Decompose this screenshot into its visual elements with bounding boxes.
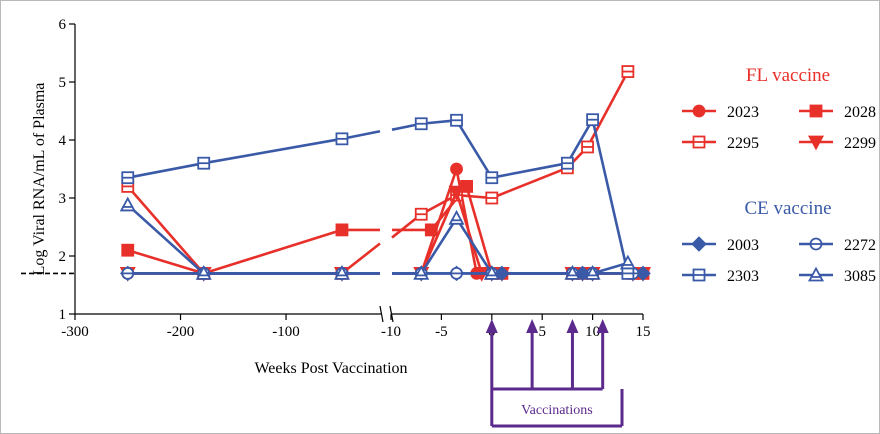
x-tick-label: 10	[585, 324, 600, 340]
series-line-2299	[420, 191, 458, 274]
legend-label-2028: 2028	[844, 104, 876, 121]
x-tick-label: -5	[435, 324, 448, 340]
series-line-3085	[455, 217, 493, 275]
series-line-3085	[420, 217, 458, 275]
series-3085	[119, 196, 636, 280]
legend-marker-2023	[692, 104, 706, 118]
legend-label-2295: 2295	[727, 135, 759, 152]
series-line-2303	[491, 161, 568, 179]
legend-label-3085: 3085	[844, 268, 876, 285]
x-tick-label: 15	[636, 324, 651, 340]
legend-label-2303: 2303	[727, 268, 759, 285]
series-2299	[119, 185, 652, 282]
y-tick-label: 3	[59, 191, 67, 207]
vaccination-arrowhead	[596, 319, 609, 333]
series-line-2028	[127, 248, 205, 275]
series-line-2295	[586, 70, 630, 148]
legend-marker-2003	[691, 236, 707, 252]
y-tick-label: 4	[59, 133, 67, 149]
series-line-2299	[455, 191, 483, 274]
series-line-2295	[491, 166, 568, 200]
legend-group-title: FL vaccine	[746, 65, 830, 86]
legend-label-2299: 2299	[844, 135, 876, 152]
legend-marker-2299	[807, 135, 825, 151]
y-tick-label: 5	[59, 75, 67, 91]
series-2303	[121, 113, 635, 280]
data-point-3085	[119, 196, 136, 212]
series-line-2303	[455, 119, 493, 179]
axis-break-mark	[379, 305, 384, 323]
data-point-2028	[335, 223, 349, 237]
y-tick-label: 6	[59, 17, 67, 33]
legend-label-2272: 2272	[844, 237, 876, 254]
x-tick-label: -300	[61, 324, 89, 340]
legend-label-2003: 2003	[727, 237, 759, 254]
data-point-3085	[448, 209, 465, 225]
x-tick-label: -10	[381, 324, 401, 340]
x-tick-label: -200	[167, 324, 195, 340]
legend: FL vaccine 2023 2028 2295 2299 CE vaccine 2003…	[682, 65, 876, 285]
vaccination-arrowhead	[485, 319, 498, 333]
y-tick-label: 2	[59, 249, 67, 265]
x-axis-title: Weeks Post Vaccination	[254, 360, 407, 377]
series-line-2303	[127, 161, 204, 179]
vaccination-arrowhead	[526, 319, 539, 333]
data-point-2299	[448, 185, 465, 201]
series-2295	[121, 65, 635, 280]
series-line-2303	[566, 119, 594, 164]
vaccination-label: Vaccinations	[521, 403, 593, 418]
x-tick-label: -100	[272, 324, 300, 340]
series-layer	[119, 65, 652, 282]
series-line-2303	[203, 137, 343, 165]
vaccination-arrowhead	[566, 319, 579, 333]
series-line-2303	[591, 119, 630, 274]
y-tick-label: 1	[59, 307, 67, 323]
series-line-3085	[126, 203, 205, 275]
vaccination-annotation: Vaccinations	[485, 319, 624, 428]
series-2028	[121, 179, 650, 280]
y-axis-title: Log Viral RNA/mL of Plasma	[31, 83, 48, 276]
series-2023	[121, 162, 650, 280]
legend-label-2023: 2023	[727, 104, 759, 121]
legend-group-title: CE vaccine	[744, 198, 831, 219]
series-line-2028	[465, 186, 494, 274]
data-point-2028	[424, 223, 438, 237]
series-line-3085	[592, 261, 629, 275]
x-tick-label: 5	[538, 324, 546, 340]
legend-marker-2028	[809, 104, 823, 118]
data-point-2028	[121, 243, 135, 257]
series-line-2295	[126, 185, 205, 275]
series-line-2028	[203, 228, 343, 275]
data-point-2023	[450, 162, 463, 176]
